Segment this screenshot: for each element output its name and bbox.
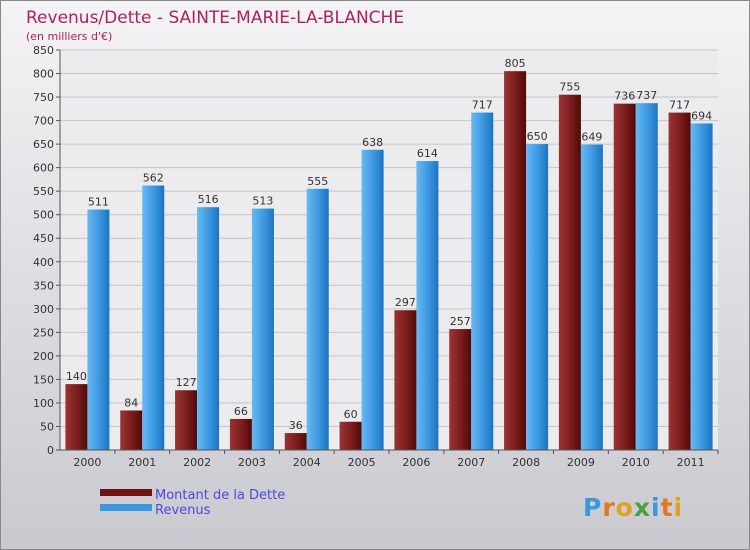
data-label-revenus: 555 (307, 175, 328, 188)
y-tick-label: 350 (33, 279, 54, 292)
data-labels: 140 511 84 562 127 516 66 513 36 555 60 638 297 614 25… (66, 57, 712, 432)
grid (60, 49, 718, 451)
bar-dette (504, 71, 527, 451)
legend-label-dette: Montant de la Dette (155, 488, 285, 503)
data-label-dette: 755 (559, 81, 580, 94)
y-tick-label: 300 (33, 303, 54, 316)
data-label-revenus: 649 (581, 131, 602, 144)
x-tick-label: 2004 (293, 456, 321, 469)
y-tick-label: 400 (33, 256, 54, 269)
y-tick-label: 550 (33, 185, 54, 198)
legend-swatch-dette (100, 489, 152, 496)
y-tick-label: 50 (40, 420, 54, 433)
legend: Montant de la Dette Revenus (100, 488, 285, 518)
bar-revenus (251, 208, 274, 450)
y-tick-label: 500 (33, 209, 54, 222)
data-label-revenus: 638 (362, 136, 383, 149)
data-label-dette: 257 (450, 315, 471, 328)
data-label-dette: 736 (614, 90, 635, 103)
x-tick-label: 2001 (128, 456, 156, 469)
bar-dette (449, 329, 472, 450)
data-label-dette: 127 (176, 376, 197, 389)
x-tick-label: 2009 (567, 456, 595, 469)
x-tick-label: 2002 (183, 456, 211, 469)
proxiti-logo: Proxiti (583, 493, 683, 522)
data-label-revenus: 694 (691, 109, 712, 122)
data-label-dette: 66 (234, 405, 248, 418)
y-tick-label: 200 (33, 350, 54, 363)
bars (65, 71, 713, 451)
x-tick-label: 2011 (677, 456, 705, 469)
x-tick-label: 2005 (348, 456, 376, 469)
data-label-dette: 297 (395, 296, 416, 309)
y-tick-label: 600 (33, 162, 54, 175)
data-label-revenus: 614 (417, 147, 438, 160)
data-label-revenus: 650 (527, 130, 548, 143)
bar-revenus (635, 103, 658, 451)
data-label-revenus: 717 (472, 99, 493, 112)
data-label-revenus: 513 (252, 195, 273, 208)
svg-text:Proxiti: Proxiti (583, 493, 683, 522)
data-label-dette: 140 (66, 370, 87, 383)
data-label-dette: 84 (124, 396, 138, 409)
y-tick-label: 250 (33, 326, 54, 339)
x-tick-label: 2008 (512, 456, 540, 469)
bar-revenus (142, 185, 165, 450)
data-label-dette: 805 (505, 57, 526, 70)
bar-revenus (580, 144, 603, 450)
x-tick-label: 2010 (622, 456, 650, 469)
x-axis: 2000 2001 2002 2003 2004 2005 2006 2007 2008 2009… (60, 449, 719, 469)
x-tick-label: 2003 (238, 456, 266, 469)
x-tick-label: 2000 (73, 456, 101, 469)
data-label-dette: 60 (344, 408, 358, 421)
data-label-revenus: 737 (636, 89, 657, 102)
y-tick-label: 100 (33, 397, 54, 410)
y-tick-label: 450 (33, 232, 54, 245)
bar-dette (394, 310, 417, 450)
x-tick-label: 2007 (457, 456, 485, 469)
y-tick-label: 0 (47, 444, 54, 457)
bar-revenus (690, 123, 713, 450)
data-label-revenus: 562 (143, 172, 164, 185)
y-tick-label: 800 (33, 68, 54, 81)
y-tick-label: 150 (33, 373, 54, 386)
chart-subtitle: (en milliers d'€) (26, 30, 112, 43)
y-axis: 0 50 100 150 200 250 300 350 400 450 500 550 600 650 7… (33, 44, 61, 457)
bar-dette (284, 433, 307, 450)
bar-dette (558, 94, 581, 451)
bar-revenus (306, 188, 329, 450)
plot-area (60, 50, 718, 450)
legend-label-revenus: Revenus (155, 503, 211, 518)
data-label-dette: 36 (289, 419, 303, 432)
bar-dette (668, 112, 691, 451)
y-tick-label: 650 (33, 138, 54, 151)
data-label-revenus: 516 (198, 193, 219, 206)
bar-revenus (361, 149, 384, 450)
bar-dette (120, 410, 143, 450)
chart-title: Revenus/Dette - SAINTE-MARIE-LA-BLANCHE (26, 8, 404, 28)
y-tick-label: 700 (33, 115, 54, 128)
bar-dette (65, 384, 88, 450)
legend-swatch-revenus (100, 504, 152, 511)
bar-revenus (197, 207, 220, 450)
bar-revenus (526, 144, 549, 450)
bar-dette (229, 418, 252, 450)
data-label-dette: 717 (669, 99, 690, 112)
y-tick-label: 750 (33, 91, 54, 104)
bar-revenus (87, 209, 110, 450)
bar-dette (175, 390, 198, 450)
y-tick-label: 850 (33, 44, 54, 57)
x-tick-label: 2006 (402, 456, 430, 469)
bar-revenus (416, 161, 439, 450)
data-label-revenus: 511 (88, 196, 109, 209)
bar-revenus (471, 112, 494, 451)
bar-dette (613, 103, 636, 450)
bar-dette (339, 421, 362, 450)
